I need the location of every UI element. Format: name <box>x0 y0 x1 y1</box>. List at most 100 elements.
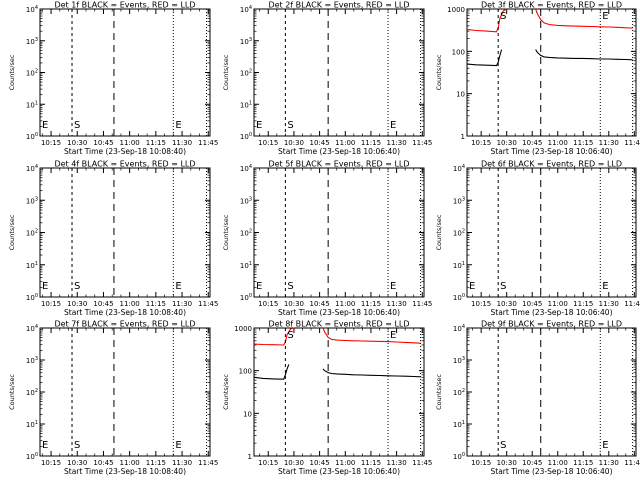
y-tick-label: 103 <box>453 196 465 205</box>
panel-title: Det 1f BLACK = Events, RED = LLD <box>54 1 195 10</box>
marker-label: E <box>175 120 181 131</box>
marker-label: S <box>500 281 506 292</box>
y-tick-label: 1 <box>461 133 465 141</box>
x-axis-label: Start Time (23-Sep-18 10:06:40) <box>491 308 613 317</box>
x-tick-label: 10:30 <box>67 139 87 147</box>
x-tick-label: 10:30 <box>284 139 304 147</box>
events-series-line <box>535 49 633 61</box>
y-tick-label: 101 <box>26 100 38 109</box>
detector-panel-7: Det 7f BLACK = Events, RED = LLD 100 101 10… <box>8 320 218 477</box>
marker-label: E <box>42 281 48 292</box>
y-tick-label: 100 <box>240 132 252 141</box>
detector-panel-9: Det 9f BLACK = Events, RED = LLD 100 101 10… <box>435 320 640 477</box>
x-tick-label: 11:15 <box>146 459 166 467</box>
marker-label: E <box>256 281 262 292</box>
y-tick-label: 102 <box>453 388 465 397</box>
x-tick-label: 10:15 <box>258 139 278 147</box>
y-tick-label: 1000 <box>234 325 252 333</box>
x-tick-label: 10:45 <box>522 300 542 308</box>
y-tick-label: 101 <box>240 100 252 109</box>
panel-title: Det 4f BLACK = Events, RED = LLD <box>54 160 195 169</box>
x-tick-label: 10:45 <box>93 300 113 308</box>
marker-label: S <box>287 330 293 341</box>
x-tick-label: 10:30 <box>497 459 517 467</box>
detector-panel-1: Det 1f BLACK = Events, RED = LLD 100 101 10… <box>8 1 218 157</box>
y-tick-label: 103 <box>26 356 38 365</box>
y-tick-label: 104 <box>240 5 252 14</box>
y-tick-label: 101 <box>240 261 252 270</box>
y-tick-label: 101 <box>453 420 465 429</box>
x-tick-label: 10:15 <box>41 139 61 147</box>
x-tick-label: 11:30 <box>172 459 192 467</box>
y-tick-label: 10 <box>456 91 465 99</box>
x-tick-label: 10:30 <box>284 459 304 467</box>
x-axis-label: Start Time (23-Sep-18 10:06:40) <box>278 467 400 476</box>
panel-title: Det 7f BLACK = Events, RED = LLD <box>54 320 195 329</box>
y-axis-label: Counts/sec <box>8 374 16 410</box>
panel-title: Det 6f BLACK = Events, RED = LLD <box>481 160 622 169</box>
y-tick-label: 102 <box>26 69 38 78</box>
detector-panel-2: Det 2f BLACK = Events, RED = LLD 100 101 10… <box>222 1 432 157</box>
x-axis-label: Start Time (23-Sep-18 10:08:40) <box>64 308 186 317</box>
x-axis-label: Start Time (23-Sep-18 10:06:40) <box>278 147 400 156</box>
x-tick-label: 11:00 <box>120 139 140 147</box>
x-tick-label: 10:45 <box>522 459 542 467</box>
plot-frame <box>466 167 637 298</box>
y-tick-label: 104 <box>453 324 465 333</box>
y-axis-label: Counts/sec <box>8 214 16 250</box>
x-tick-label: 10:45 <box>310 300 330 308</box>
marker-label: E <box>602 281 608 292</box>
x-tick-label: 10:30 <box>497 300 517 308</box>
x-tick-label: 10:15 <box>471 459 491 467</box>
y-tick-label: 100 <box>26 452 38 461</box>
x-tick-label: 10:15 <box>471 300 491 308</box>
lld-series-line <box>322 327 421 344</box>
x-tick-label: 11:00 <box>335 139 355 147</box>
marker-label: E <box>602 11 608 22</box>
y-tick-label: 10 <box>243 410 252 418</box>
marker-label: E <box>469 281 475 292</box>
x-tick-label: 11:30 <box>599 459 619 467</box>
plot-frame <box>253 167 425 298</box>
x-tick-label: 11:15 <box>361 459 381 467</box>
panel-title: Det 2f BLACK = Events, RED = LLD <box>268 1 409 10</box>
y-tick-label: 100 <box>239 368 252 376</box>
y-tick-label: 1 <box>248 453 252 461</box>
x-tick-label: 10:30 <box>67 459 87 467</box>
marker-label: E <box>256 120 262 131</box>
x-tick-label: 11:45 <box>624 300 640 308</box>
x-tick-label: 11:45 <box>624 139 640 147</box>
panel-title: Det 9f BLACK = Events, RED = LLD <box>481 320 622 329</box>
x-tick-label: 11:30 <box>387 300 407 308</box>
marker-label: E <box>175 281 181 292</box>
x-tick-label: 10:15 <box>471 139 491 147</box>
lld-series-line <box>535 8 633 29</box>
y-axis-label: Counts/sec <box>435 374 443 410</box>
y-tick-label: 103 <box>26 37 38 46</box>
x-tick-label: 10:45 <box>93 459 113 467</box>
y-tick-label: 104 <box>26 164 38 173</box>
detector-panel-5: Det 5f BLACK = Events, RED = LLD 100 101 10… <box>222 160 432 318</box>
plot-frame <box>39 327 211 457</box>
y-tick-label: 104 <box>453 164 465 173</box>
x-tick-label: 11:30 <box>172 300 192 308</box>
y-tick-label: 100 <box>26 132 38 141</box>
x-tick-label: 11:45 <box>412 459 432 467</box>
detector-panel-4: Det 4f BLACK = Events, RED = LLD 100 101 10… <box>8 160 218 318</box>
x-tick-label: 11:30 <box>387 459 407 467</box>
y-tick-label: 101 <box>26 420 38 429</box>
x-tick-label: 11:15 <box>361 139 381 147</box>
x-tick-label: 11:15 <box>573 459 593 467</box>
x-tick-label: 11:45 <box>198 459 218 467</box>
events-series-line <box>253 364 290 380</box>
x-tick-label: 11:15 <box>573 139 593 147</box>
y-axis-label: Counts/sec <box>8 54 16 90</box>
x-tick-label: 11:45 <box>198 300 218 308</box>
detector-panel-3: Det 3f BLACK = Events, RED = LLD 1 10 100 10… <box>435 1 640 157</box>
events-series-line <box>322 368 421 378</box>
marker-label: S <box>74 281 80 292</box>
marker-label: E <box>175 440 181 451</box>
y-tick-label: 101 <box>26 261 38 270</box>
y-tick-label: 103 <box>240 37 252 46</box>
x-tick-label: 10:30 <box>67 300 87 308</box>
